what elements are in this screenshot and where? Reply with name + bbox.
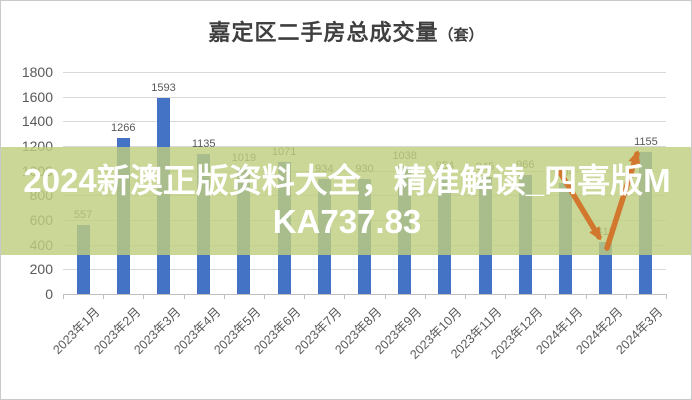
x-axis-tick	[505, 295, 507, 299]
gridline	[63, 121, 666, 123]
chart-title-text: 嘉定区二手房总成交量	[208, 20, 439, 46]
watermark-line1: 2024新澳正版资料大全，精准解读_四喜版M	[23, 162, 671, 199]
bar-value-label: 1155	[634, 135, 658, 148]
watermark-line2: KA737.83	[272, 203, 422, 240]
bar-value-label: 1593	[151, 81, 176, 94]
x-axis-tick	[424, 295, 426, 299]
x-axis-tick	[625, 295, 627, 299]
x-axis-tick	[585, 295, 587, 299]
x-axis-tick	[183, 295, 185, 299]
x-axis-tick	[545, 295, 547, 299]
watermark-text: 2024新澳正版资料大全，精准解读_四喜版M KA737.83	[1, 147, 691, 255]
bar-value-label: 1266	[111, 121, 136, 134]
x-axis-tick	[666, 295, 667, 299]
x-axis-tick	[103, 295, 105, 299]
x-axis-tick	[384, 295, 386, 299]
x-axis-tick	[264, 295, 265, 299]
bar-2024年2月	[599, 242, 613, 294]
x-axis-line	[63, 294, 667, 295]
y-axis-tick-label: 200	[29, 261, 53, 278]
y-axis-tick-label: 1400	[21, 113, 53, 130]
x-axis-tick	[344, 295, 346, 299]
x-axis-tick	[143, 295, 145, 299]
x-axis-tick	[465, 295, 466, 299]
chart-title: 嘉定区二手房总成交量（套）	[1, 15, 691, 47]
y-axis-tick-label: 1800	[21, 64, 53, 80]
chart-title-unit: （套）	[438, 26, 484, 44]
y-axis-tick-label: 1600	[21, 88, 53, 105]
y-axis-tick-label: 0	[45, 286, 53, 302]
gridline	[63, 72, 666, 73]
x-axis-tick	[63, 295, 64, 299]
x-axis-tick	[304, 295, 306, 299]
gridline	[63, 146, 666, 147]
gridline	[63, 96, 666, 98]
x-axis-tick	[223, 295, 225, 299]
